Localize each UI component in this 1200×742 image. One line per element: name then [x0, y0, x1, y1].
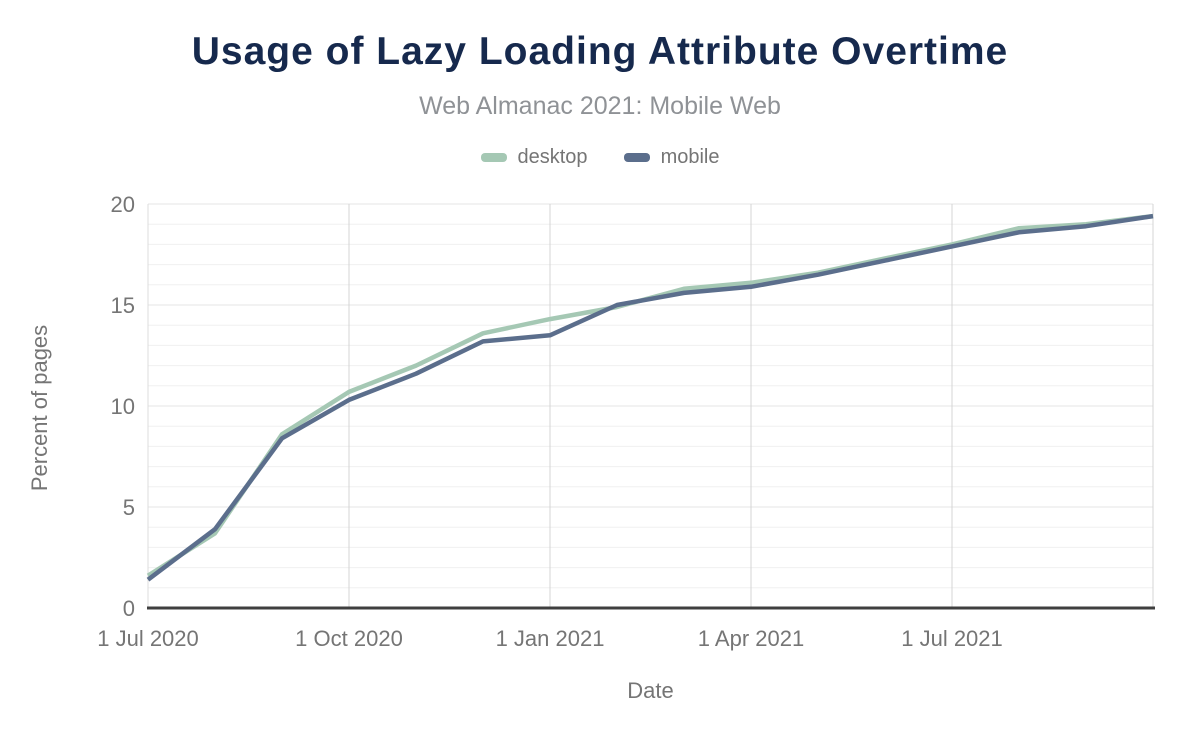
legend-item-mobile: mobile — [623, 146, 720, 169]
mobile-line — [146, 213, 1154, 582]
chart-title: Usage of Lazy Loading Attribute Overtime — [191, 30, 1009, 73]
desktop-line — [146, 213, 1154, 578]
y-tick-label: 15 — [111, 293, 135, 318]
legend-label-mobile: mobile — [660, 146, 720, 168]
y-tick-label: 10 — [111, 394, 135, 419]
legend-label-desktop: desktop — [517, 146, 588, 168]
legend: desktop mobile — [0, 146, 1200, 169]
mobile-swatch — [623, 153, 650, 162]
x-tick-label: 1 Apr 2021 — [698, 626, 804, 651]
x-tick-label: 1 Jan 2021 — [496, 626, 605, 651]
x-axis-title: Date — [627, 678, 674, 703]
y-tick-label: 5 — [123, 495, 135, 520]
legend-item-desktop: desktop — [480, 146, 588, 169]
x-tick-label: 1 Jul 2021 — [901, 626, 1003, 651]
desktop-swatch — [480, 153, 507, 162]
y-tick-label: 20 — [111, 192, 135, 217]
y-tick-label: 0 — [123, 596, 135, 621]
x-tick-label: 1 Jul 2020 — [97, 626, 199, 651]
x-tick-label: 1 Oct 2020 — [295, 626, 403, 651]
chart-subtitle: Web Almanac 2021: Mobile Web — [419, 92, 781, 120]
